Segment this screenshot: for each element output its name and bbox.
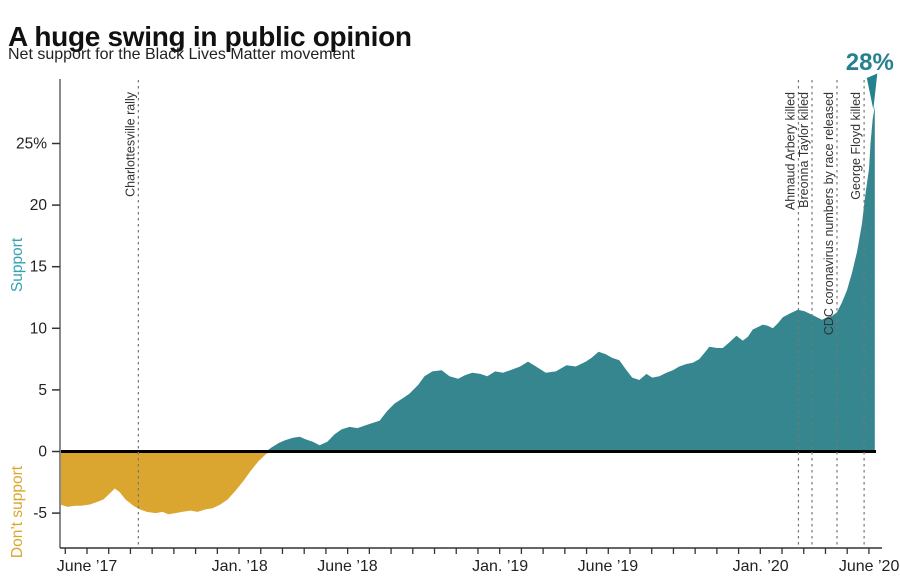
peak-arrow-marker [866, 73, 878, 110]
x-tick-label: Jan. ’18 [212, 558, 268, 575]
event-label-ahmaud-arbery-killed: Ahmaud Arbery killed [783, 92, 797, 210]
x-tick-label: Jan. ’20 [733, 558, 789, 575]
y-tick-label: 5 [38, 382, 47, 399]
x-tick-label: June ’20 [839, 558, 900, 575]
chart-title: A huge swing in public opinion [8, 20, 412, 52]
event-label-breonna-taylor-killed: Breonna Taylor killed [797, 92, 811, 208]
support-axis-label: Support [9, 237, 26, 292]
x-tick-label: Jan. ’19 [472, 558, 528, 575]
x-tick-label: June ’17 [57, 558, 118, 575]
y-tick-label: 25% [16, 136, 47, 153]
event-label-cdc-coronavirus-numbers-by-race-released: CDC coronavirus numbers by race released [822, 92, 836, 335]
x-tick-label: June ’18 [317, 558, 378, 575]
y-tick-label: 0 [38, 444, 47, 461]
chart-subtitle: Net support for the Black Lives Matter m… [8, 46, 355, 63]
oppose-area [59, 451, 875, 515]
y-tick-label: 10 [30, 320, 48, 337]
peak-value-label: 28% [846, 49, 894, 76]
x-tick-label: June ’19 [578, 558, 639, 575]
event-label-charlottesville-rally: Charlottesville rally [123, 91, 137, 197]
dont-support-axis-label: Don’t support [9, 465, 26, 558]
y-tick-label: 15 [30, 259, 47, 276]
support-area [59, 106, 875, 452]
event-label-george-floyd-killed: George Floyd killed [849, 92, 863, 200]
y-tick-label: -5 [33, 505, 47, 522]
y-tick-label: 20 [30, 197, 48, 214]
